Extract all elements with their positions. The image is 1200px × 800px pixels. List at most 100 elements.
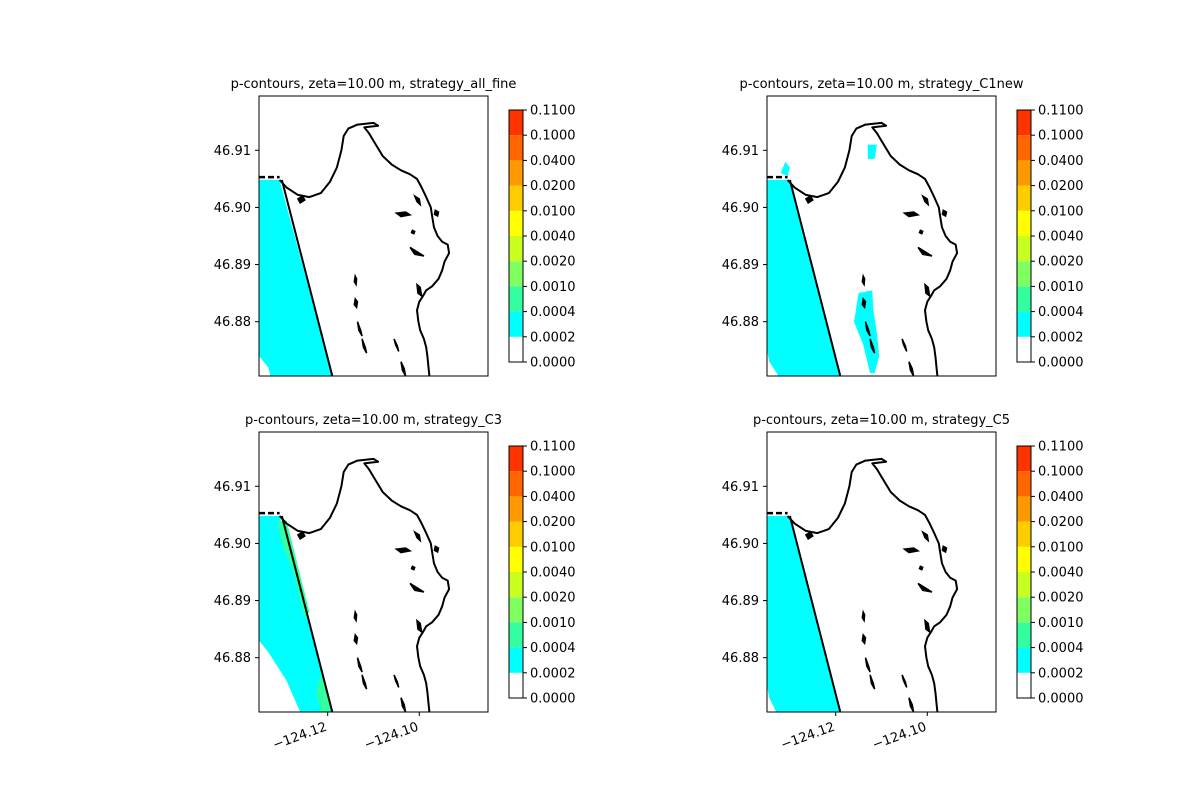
- island: [861, 633, 867, 646]
- colorbar-tick-label: 0.0000: [1038, 692, 1084, 707]
- colorbar-band: [1017, 210, 1031, 236]
- island: [393, 338, 400, 352]
- contour-region: [780, 161, 790, 176]
- island: [353, 609, 358, 623]
- colorbar-tick-label: 0.0020: [530, 255, 576, 270]
- colorbar: 0.0000 0.0002 0.0004 0.0010 0.0020 0.0040 0.01…: [508, 440, 576, 707]
- colorbar-tick-label: 0.0002: [530, 330, 576, 345]
- y-tick-label: 46.88: [214, 315, 251, 330]
- colorbar-tick-label: 0.0040: [530, 566, 576, 581]
- colorbar-band: [1017, 236, 1031, 262]
- colorbar-band: [1017, 160, 1031, 186]
- contour-region: [259, 180, 333, 376]
- colorbar-band: [509, 210, 523, 236]
- y-tick-label: 46.89: [722, 594, 759, 609]
- island: [413, 194, 422, 207]
- colorbar-tick-label: 0.0200: [1038, 515, 1084, 530]
- colorbar-band: [509, 546, 523, 572]
- contour-region: [767, 180, 841, 376]
- island: [861, 297, 867, 310]
- island: [353, 633, 359, 646]
- colorbar-tick-label: 0.1100: [530, 440, 576, 455]
- colorbar-tick-label: 0.0040: [530, 230, 576, 245]
- coastline: [788, 179, 842, 376]
- contour-region: [259, 516, 333, 712]
- colorbar-tick-label: 0.0400: [530, 490, 576, 505]
- colorbar-band: [1017, 496, 1031, 522]
- island: [353, 297, 359, 310]
- panel-1: p-contours, zeta=10.00 m, strategy_all_f…: [214, 77, 576, 377]
- colorbar-tick-label: 0.0040: [1038, 566, 1084, 581]
- colorbar-tick-label: 0.0200: [1038, 179, 1084, 194]
- colorbar-tick-label: 0.1100: [530, 104, 576, 119]
- island: [901, 674, 908, 688]
- plot-area: [259, 457, 451, 712]
- colorbar-tick-label: 0.0200: [530, 515, 576, 530]
- colorbar-tick-label: 0.0100: [530, 540, 576, 555]
- colorbar-band: [509, 572, 523, 598]
- colorbar-band: [1017, 135, 1031, 161]
- x-tick-label: −124.10: [363, 720, 421, 753]
- x-tick-label: −124.12: [271, 720, 329, 753]
- colorbar-band: [1017, 672, 1031, 698]
- island: [918, 565, 924, 571]
- y-tick-label: 46.89: [214, 258, 251, 273]
- island: [393, 674, 400, 688]
- coastline: [280, 515, 334, 712]
- island: [901, 338, 908, 352]
- island: [921, 194, 930, 207]
- island: [804, 194, 814, 204]
- axes-frame: [766, 95, 997, 377]
- island: [902, 211, 921, 218]
- island: [416, 618, 423, 634]
- axes-frame: [766, 431, 997, 713]
- contour-region: [767, 516, 841, 712]
- colorbar-band: [509, 446, 523, 472]
- colorbar-tick-label: 0.0002: [1038, 666, 1084, 681]
- island: [864, 657, 871, 673]
- colorbar-tick-label: 0.0020: [1038, 255, 1084, 270]
- island: [908, 697, 915, 712]
- colorbar-band: [1017, 446, 1031, 472]
- coastline: [280, 179, 334, 376]
- colorbar-band: [509, 496, 523, 522]
- colorbar: 0.0000 0.0002 0.0004 0.0010 0.0020 0.0040 0.01…: [1016, 440, 1084, 707]
- island: [864, 321, 871, 337]
- axes-frame: [258, 431, 489, 713]
- colorbar-band: [1017, 110, 1031, 136]
- coastline: [278, 121, 451, 376]
- colorbar-tick-label: 0.0004: [530, 641, 576, 656]
- panel-2: p-contours, zeta=10.00 m, strategy_C1new…: [722, 77, 1084, 377]
- island: [861, 273, 866, 287]
- colorbar-tick-label: 0.1100: [1038, 440, 1084, 455]
- colorbar-tick-label: 0.0040: [1038, 230, 1084, 245]
- colorbar-band: [509, 286, 523, 312]
- colorbar-band: [1017, 185, 1031, 211]
- island: [400, 361, 407, 376]
- panel-title: p-contours, zeta=10.00 m, strategy_C3: [245, 413, 502, 428]
- y-tick-label: 46.91: [722, 480, 759, 495]
- colorbar-tick-label: 0.1100: [1038, 104, 1084, 119]
- island: [941, 209, 948, 218]
- island: [924, 282, 931, 298]
- island: [941, 545, 948, 554]
- colorbar-band: [509, 311, 523, 337]
- colorbar-tick-label: 0.0020: [530, 591, 576, 606]
- colorbar-tick-label: 0.1000: [1038, 129, 1084, 144]
- colorbar-band: [509, 135, 523, 161]
- colorbar-band: [1017, 286, 1031, 312]
- island: [918, 229, 924, 235]
- colorbar-tick-label: 0.0100: [1038, 540, 1084, 555]
- y-tick-label: 46.90: [722, 537, 759, 552]
- colorbar-band: [1017, 336, 1031, 362]
- colorbar-band: [509, 160, 523, 186]
- colorbar-tick-label: 0.0020: [1038, 591, 1084, 606]
- colorbar-band: [1017, 572, 1031, 598]
- contour-region: [316, 674, 330, 712]
- y-tick-label: 46.88: [722, 315, 759, 330]
- y-tick-label: 46.91: [214, 480, 251, 495]
- y-tick-label: 46.91: [722, 144, 759, 159]
- colorbar-band: [509, 236, 523, 262]
- colorbar-band: [1017, 597, 1031, 623]
- colorbar-band: [1017, 546, 1031, 572]
